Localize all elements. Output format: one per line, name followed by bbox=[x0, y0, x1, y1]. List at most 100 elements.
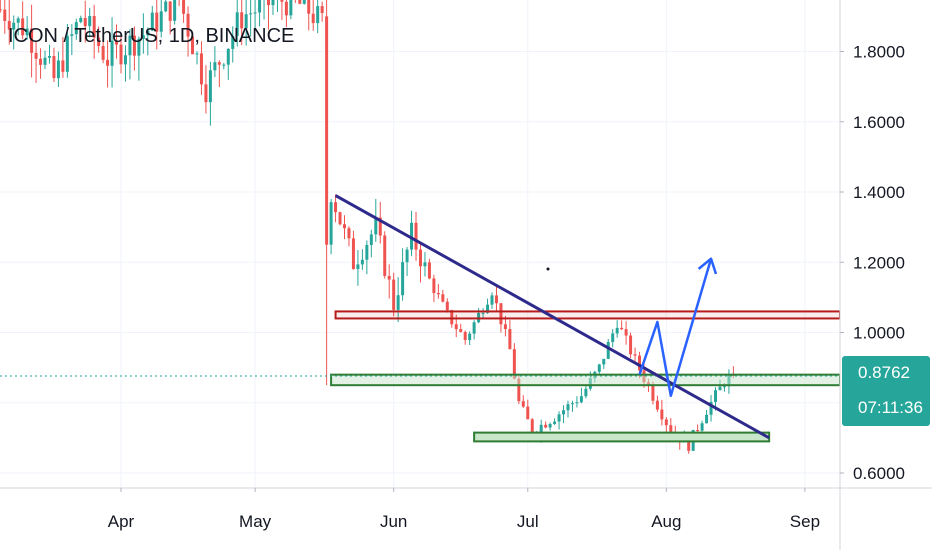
candle-down bbox=[34, 41, 38, 83]
candle-down bbox=[267, 0, 271, 30]
candle-down bbox=[418, 241, 422, 283]
x-tick-label: Aug bbox=[651, 512, 681, 531]
candle-down bbox=[347, 226, 351, 247]
candle-up bbox=[579, 387, 583, 404]
candle-up bbox=[208, 61, 212, 126]
candle-up bbox=[271, 0, 275, 15]
y-tick-label: 1.8000 bbox=[853, 43, 905, 62]
candle-body bbox=[387, 275, 391, 280]
candle-down bbox=[334, 194, 338, 223]
candle-up bbox=[570, 400, 574, 412]
candle-body bbox=[334, 202, 338, 213]
candle-body bbox=[7, 20, 11, 30]
candle-body bbox=[365, 244, 369, 260]
candle-down bbox=[21, 1, 25, 40]
candle-body bbox=[718, 386, 722, 391]
candle-body bbox=[52, 56, 56, 79]
candle-up bbox=[79, 15, 83, 24]
candle-body bbox=[249, 13, 253, 15]
candle-down bbox=[660, 399, 664, 426]
candle-up bbox=[110, 17, 114, 88]
current-price-label: 0.8762 bbox=[858, 363, 910, 382]
candle-body bbox=[423, 262, 427, 267]
price-axis-bg bbox=[840, 0, 932, 550]
candle-body bbox=[88, 16, 92, 27]
candle-body bbox=[714, 390, 718, 402]
candle-down bbox=[30, 4, 34, 78]
candle-down bbox=[298, 0, 302, 5]
candle-body bbox=[182, 0, 186, 14]
candle-down bbox=[311, 0, 315, 31]
candle-up bbox=[396, 277, 400, 323]
candle-body bbox=[432, 278, 436, 294]
candle-body bbox=[289, 0, 293, 16]
candle-down bbox=[508, 320, 512, 350]
candle-up bbox=[602, 358, 606, 369]
candle-down bbox=[168, 1, 172, 35]
candle-body bbox=[56, 60, 60, 79]
candle-up bbox=[490, 292, 494, 309]
candle-up bbox=[65, 23, 69, 78]
candle-up bbox=[369, 229, 373, 258]
candle-body bbox=[638, 355, 642, 371]
x-tick-label: Sep bbox=[790, 512, 820, 531]
candle-down bbox=[441, 289, 445, 303]
candle-body bbox=[369, 234, 373, 245]
candle-body bbox=[146, 30, 150, 36]
candle-body bbox=[155, 12, 159, 32]
candle-up bbox=[263, 0, 265, 20]
candle-body bbox=[74, 22, 78, 35]
candle-body bbox=[70, 34, 74, 36]
candle-body bbox=[624, 329, 628, 336]
candle-body bbox=[119, 44, 123, 65]
candle-up bbox=[195, 51, 199, 65]
candle-body bbox=[195, 53, 199, 55]
candle-down bbox=[432, 274, 436, 303]
candle-body bbox=[47, 56, 51, 58]
candle-body bbox=[401, 262, 405, 296]
candle-body bbox=[503, 324, 507, 330]
candle-up bbox=[289, 0, 293, 20]
candle-up bbox=[615, 320, 619, 338]
candle-up bbox=[123, 45, 127, 82]
candle-body bbox=[383, 235, 387, 276]
candle-body bbox=[137, 38, 141, 56]
candle-body bbox=[562, 410, 566, 415]
candle-body bbox=[39, 58, 43, 65]
candle-body bbox=[235, 12, 239, 36]
x-tick-label: Apr bbox=[108, 512, 135, 531]
candle-up bbox=[258, 0, 262, 27]
candle-up bbox=[128, 28, 132, 80]
x-tick-label: May bbox=[239, 512, 272, 531]
candle-body bbox=[186, 13, 190, 37]
candle-body bbox=[468, 333, 472, 340]
candle-body bbox=[302, 0, 306, 4]
candle-body bbox=[280, 0, 284, 2]
candle-body bbox=[213, 62, 217, 71]
candle-body bbox=[508, 329, 512, 350]
candle-body bbox=[374, 217, 378, 235]
candle-up bbox=[137, 36, 141, 81]
bar-countdown-label: 07:11:36 bbox=[858, 398, 923, 417]
candle-up bbox=[705, 409, 709, 424]
candle-body bbox=[298, 0, 302, 4]
candle-body bbox=[83, 17, 87, 27]
candle-body bbox=[521, 401, 525, 407]
candle-body bbox=[629, 335, 633, 355]
candle-body bbox=[231, 35, 235, 49]
candle-down bbox=[664, 417, 668, 435]
candle-body bbox=[526, 406, 530, 420]
candle-up bbox=[164, 0, 168, 13]
candle-body bbox=[722, 386, 726, 388]
candle-body bbox=[208, 70, 212, 103]
candle-down bbox=[383, 231, 387, 279]
candle-down bbox=[204, 65, 208, 114]
candle-up bbox=[88, 7, 92, 38]
candle-down bbox=[191, 32, 195, 55]
candle-up bbox=[553, 418, 557, 425]
candle-body bbox=[101, 46, 105, 60]
candle-up bbox=[141, 13, 145, 54]
candle-down bbox=[178, 0, 180, 7]
